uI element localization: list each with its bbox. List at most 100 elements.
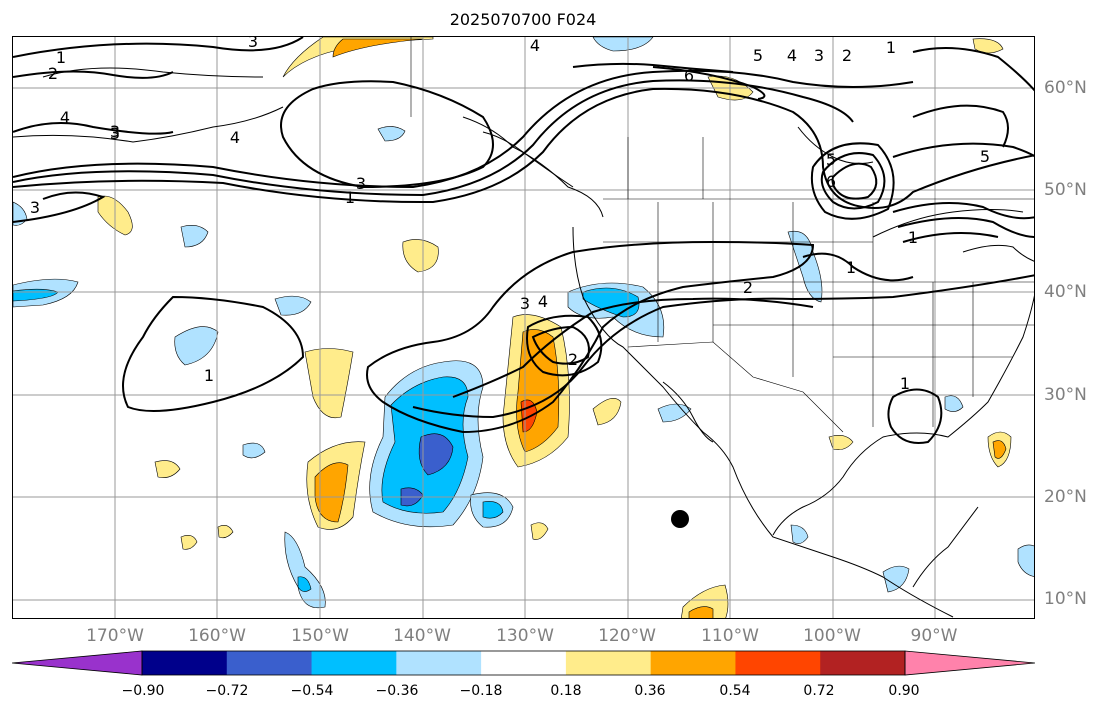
colorbar-tick-label: 0.36 — [634, 683, 666, 699]
storm-dot — [671, 510, 689, 528]
negative-anomaly-area — [482, 501, 504, 519]
contour-label: 2 — [568, 350, 578, 369]
contour-label: 1 — [345, 188, 355, 207]
contour-label: 1 — [886, 38, 896, 57]
positive-anomaly-area — [217, 525, 234, 539]
negative-anomaly-area — [1017, 544, 1034, 577]
lon-label: 130°W — [496, 626, 554, 646]
colorbar-segment — [820, 651, 906, 675]
map-panel: 1 2 3 4 3 4 1 3 4 6 5 4 3 2 1 3 6 5 5 1 … — [12, 36, 1035, 619]
colorbar-segment — [142, 651, 228, 675]
positive-anomaly-area — [180, 535, 198, 550]
negative-anomaly-area — [790, 524, 809, 544]
contour-label: 5 — [753, 46, 763, 65]
graticule — [13, 37, 1034, 618]
colorbar-segment — [481, 651, 567, 675]
contour-label: 3 — [520, 294, 530, 313]
lat-label: 20°N — [1044, 487, 1087, 507]
colorbar — [12, 650, 1035, 676]
negative-anomaly-area — [180, 225, 209, 248]
contour-label: 2 — [48, 64, 58, 83]
lat-label: 30°N — [1044, 385, 1087, 405]
contour-label: 5 — [980, 147, 990, 166]
positive-anomaly-area — [592, 397, 622, 426]
colorbar-tick-label: 0.90 — [888, 683, 920, 699]
colorbar-tick-label: 0.54 — [719, 683, 751, 699]
shaded-anomalies — [13, 37, 1034, 618]
negative-anomaly-area — [284, 531, 326, 609]
contour-labels: 1 2 3 4 3 4 1 3 4 6 5 4 3 2 1 3 6 5 5 1 … — [30, 37, 990, 393]
contour-label: 4 — [787, 46, 797, 65]
colorbar-tick-label: −0.54 — [290, 683, 334, 699]
colorbar-segment — [735, 651, 821, 675]
contour-label: 3 — [110, 124, 120, 143]
positive-anomaly-area — [530, 522, 549, 540]
contour-label: 1 — [900, 374, 910, 393]
contour-label: 6 — [826, 172, 836, 191]
lon-label: 150°W — [291, 626, 349, 646]
negative-anomaly-area — [242, 442, 266, 459]
contour-label: 4 — [530, 37, 540, 55]
contour-label: 1 — [204, 366, 214, 385]
lon-label: 170°W — [86, 626, 144, 646]
negative-anomaly-area — [13, 201, 28, 226]
contour-label: 5 — [826, 150, 836, 169]
map-canvas: 1 2 3 4 3 4 1 3 4 6 5 4 3 2 1 3 6 5 5 1 … — [13, 37, 1034, 618]
colorbar-segment — [396, 651, 482, 675]
coastlines — [13, 67, 1034, 618]
positive-anomaly-area — [154, 460, 181, 478]
lat-label: 60°N — [1044, 78, 1087, 98]
contour-label: 3 — [248, 37, 258, 51]
map-title: 2025070700 F024 — [449, 10, 597, 29]
lon-label: 120°W — [598, 626, 656, 646]
colorbar-segment — [311, 651, 397, 675]
negative-anomaly-area — [377, 126, 406, 142]
positive-anomaly-area — [992, 440, 1007, 459]
positive-anomaly-area — [688, 606, 714, 618]
negative-anomaly-area — [592, 37, 654, 52]
negative-anomaly-area — [944, 395, 964, 412]
colorbar-extend-high — [905, 651, 1035, 675]
colorbar-tick-label: −0.72 — [205, 683, 249, 699]
contour-label: 3 — [356, 174, 366, 193]
colorbar-segment — [226, 651, 313, 675]
contour-label: 3 — [30, 198, 40, 217]
colorbar-tick-label: 0.18 — [550, 683, 582, 699]
lat-label: 10°N — [1044, 589, 1087, 609]
contour-label: 1 — [908, 228, 918, 247]
lon-label: 110°W — [701, 626, 759, 646]
contour-label: 3 — [814, 46, 824, 65]
positive-anomaly-area — [402, 239, 439, 273]
contour-label: 4 — [538, 292, 548, 311]
positive-anomaly-area — [304, 348, 354, 419]
contour-label: 3 — [110, 122, 120, 141]
contour-lines — [13, 37, 1034, 444]
lat-label: 50°N — [1044, 180, 1087, 200]
colorbar-extend-low — [12, 651, 142, 675]
positive-anomaly-area — [828, 435, 854, 450]
lon-label: 140°W — [393, 626, 451, 646]
positive-anomaly-area — [332, 38, 424, 58]
colorbar-tick-label: −0.18 — [459, 683, 503, 699]
contour-label: 2 — [743, 278, 753, 297]
contour-label: 6 — [684, 66, 694, 85]
lon-label: 100°W — [803, 626, 861, 646]
contour-label: 1 — [56, 48, 66, 67]
lat-label: 40°N — [1044, 282, 1087, 302]
lon-label: 160°W — [188, 626, 246, 646]
contour-label: 4 — [60, 108, 70, 127]
negative-anomaly-area — [297, 576, 312, 592]
negative-anomaly-area — [882, 565, 910, 593]
colorbar-segment — [565, 651, 652, 675]
contour-label: 1 — [846, 258, 856, 277]
contour-label: 2 — [842, 46, 852, 65]
colorbar-tick-label: 0.72 — [803, 683, 835, 699]
negative-anomaly-area — [174, 326, 219, 366]
colorbar-tick-label: −0.36 — [375, 683, 419, 699]
negative-anomaly-area — [657, 403, 692, 423]
lon-label: 90°W — [910, 626, 958, 646]
colorbar-segment — [650, 651, 736, 675]
negative-anomaly-area — [418, 433, 454, 476]
political-borders — [410, 37, 1034, 433]
contour-label: 4 — [230, 128, 240, 147]
